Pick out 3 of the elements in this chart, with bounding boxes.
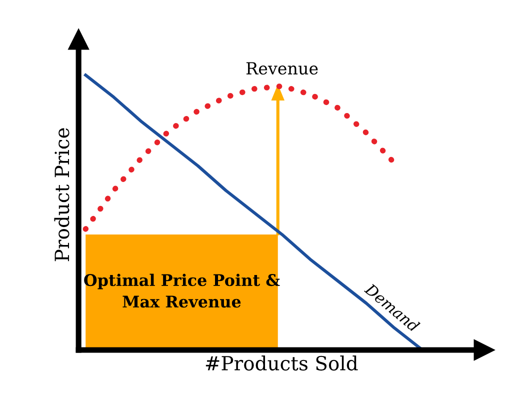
x-axis-title: #Products Sold bbox=[206, 356, 358, 371]
y-axis-title: Product Price bbox=[54, 128, 70, 262]
series-label: Revenue bbox=[246, 62, 318, 75]
